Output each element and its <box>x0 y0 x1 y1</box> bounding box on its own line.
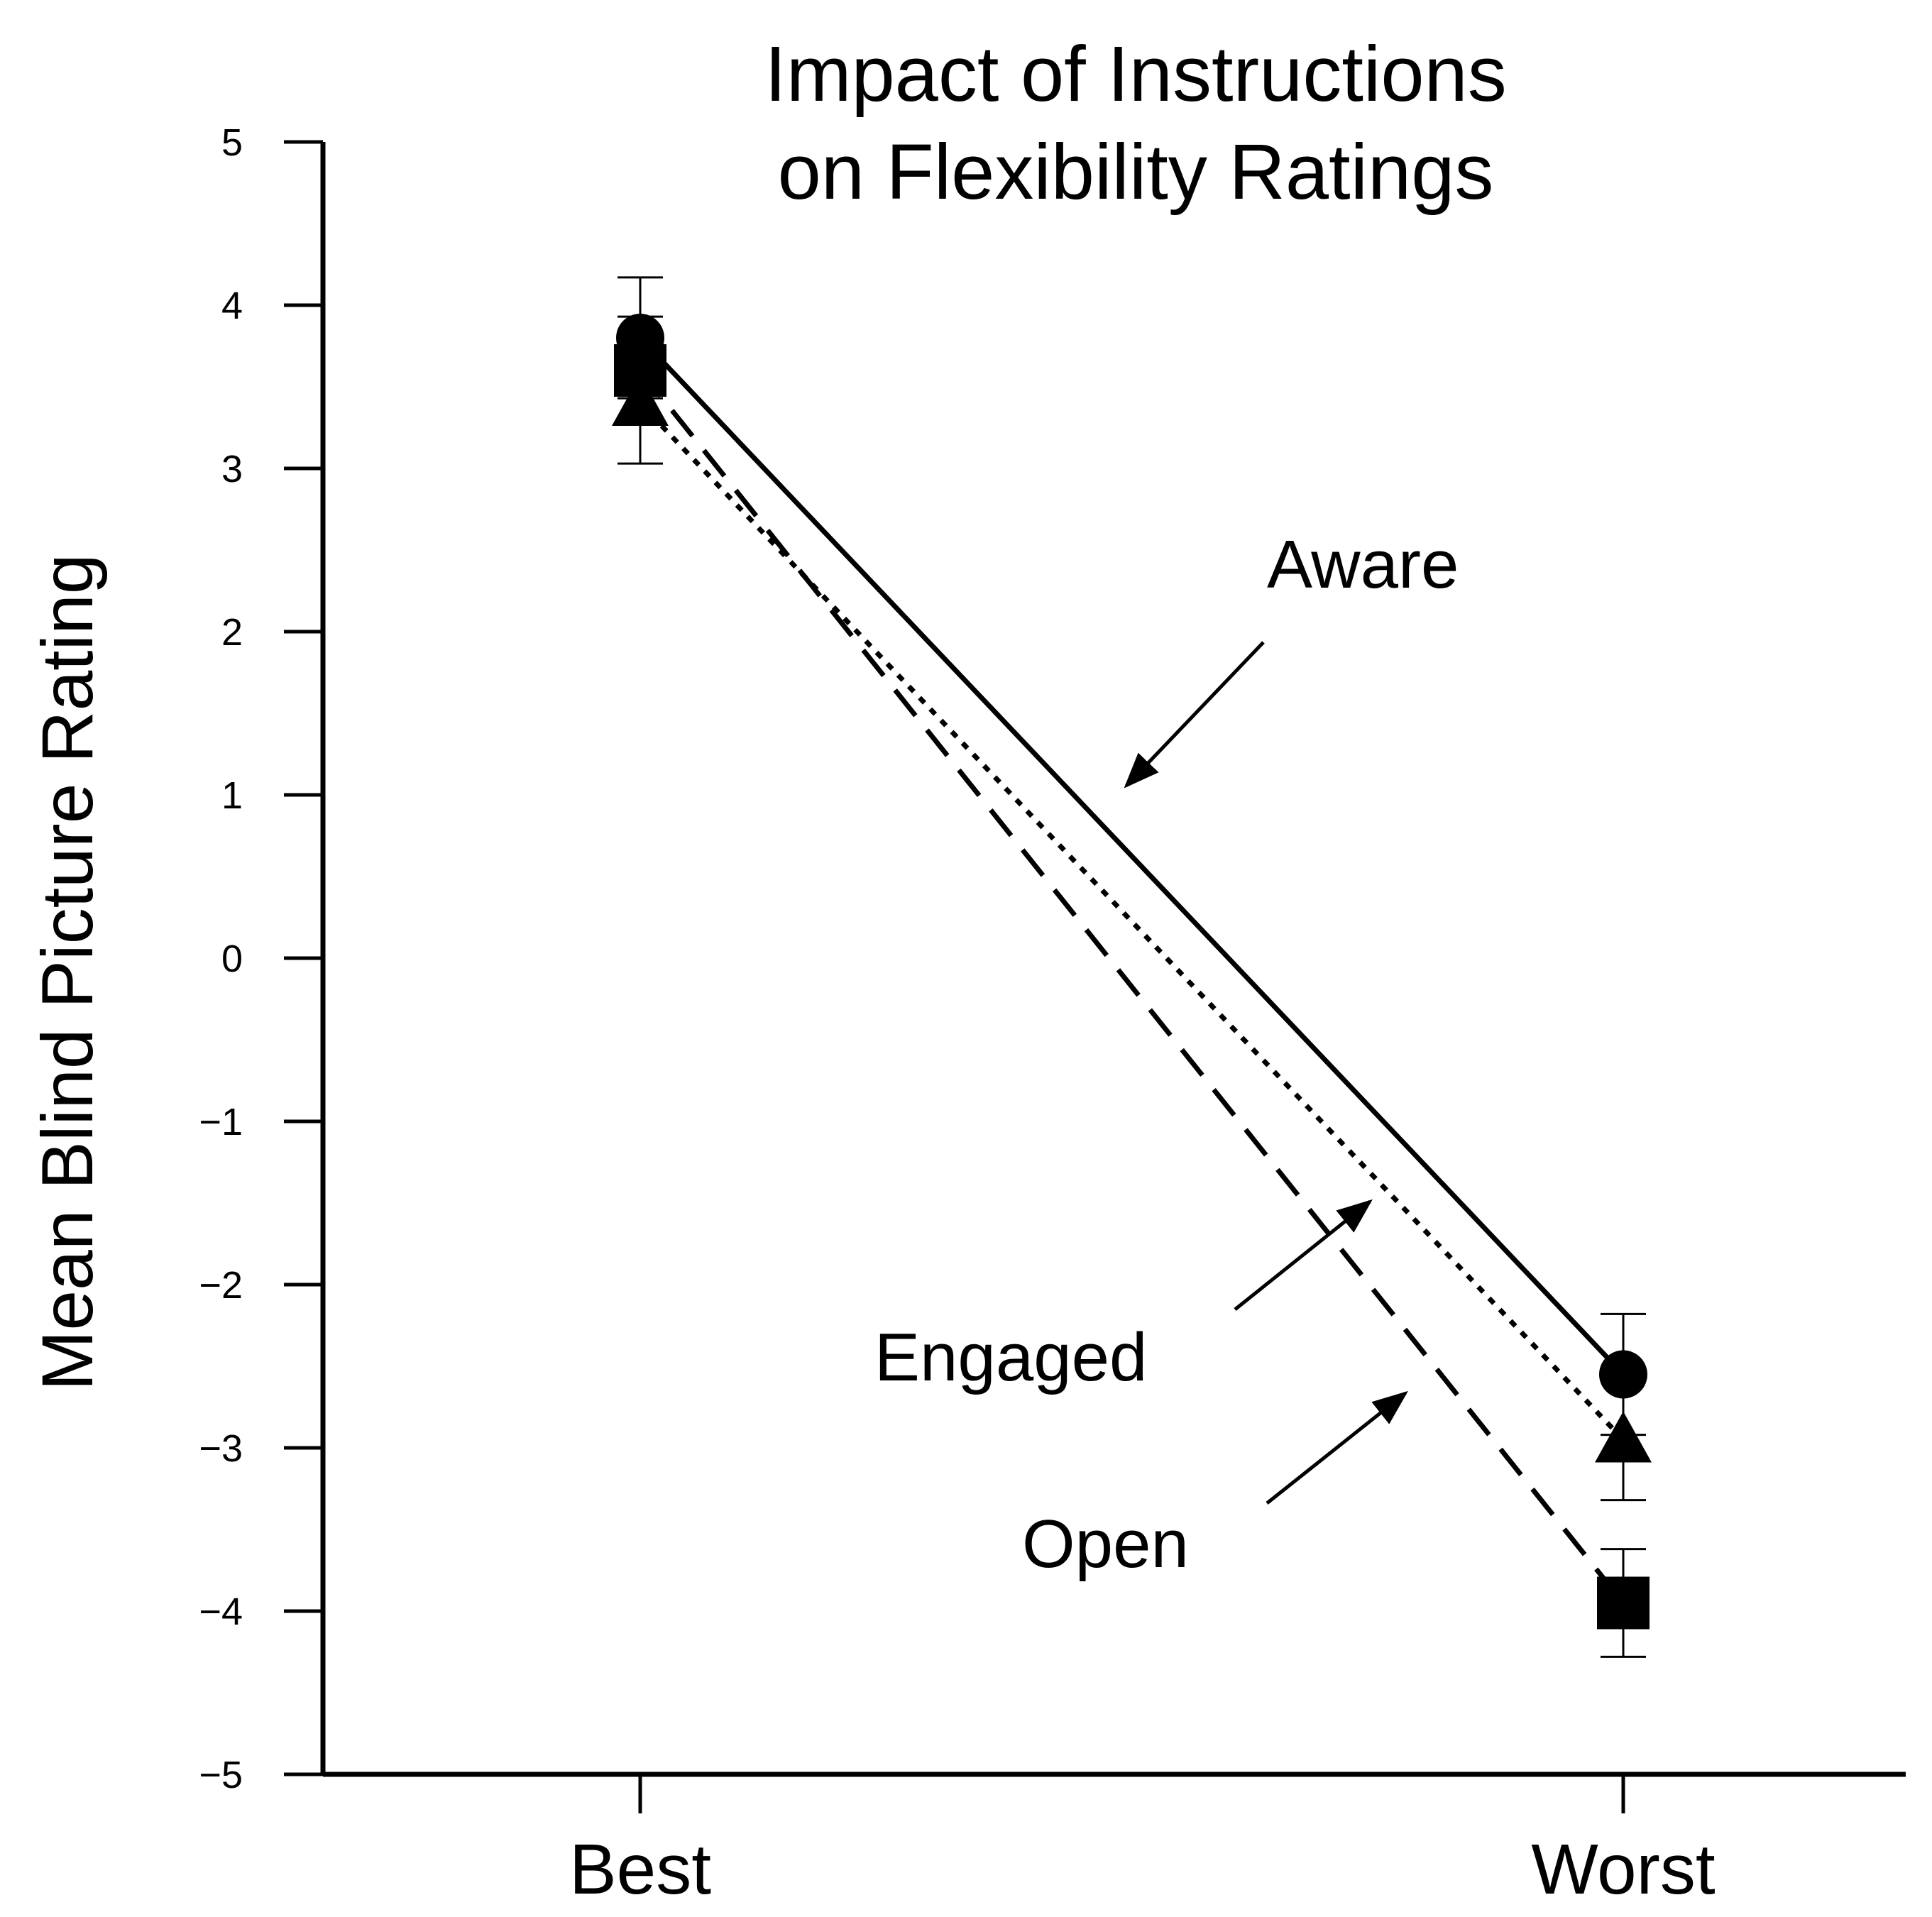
chart-title-line-1: Impact of Instructions <box>764 31 1506 118</box>
y-tick-label: −5 <box>199 1754 243 1796</box>
y-tick-label: −2 <box>199 1264 243 1307</box>
series-line-open <box>638 368 1625 1605</box>
y-tick-label: −3 <box>199 1427 243 1470</box>
y-tick-label: 5 <box>221 121 243 164</box>
y-tick-label: 0 <box>221 938 243 980</box>
y-tick-label: 2 <box>221 611 243 654</box>
y-axis-label: Mean Blind Picture Rating <box>27 554 108 1390</box>
series-line-engaged <box>638 401 1625 1441</box>
axes: 5 4 3 2 1 0 −1 −2 −3 −4 −5 Best Worst <box>199 121 1906 1909</box>
marker-open <box>614 344 666 397</box>
marker-engaged <box>612 375 669 426</box>
y-tick-label: 4 <box>221 285 243 327</box>
x-tick-label: Worst <box>1531 1830 1715 1909</box>
chart-title-line-2: on Flexibility Ratings <box>778 128 1494 216</box>
markers <box>612 314 1652 1630</box>
annotation-open-label: Open <box>1022 1506 1189 1582</box>
annotation-aware: Aware <box>1124 527 1459 789</box>
y-tick-label: −1 <box>199 1101 243 1143</box>
series-lines <box>638 336 1625 1605</box>
annotation-aware-arrow <box>1124 641 1265 789</box>
error-bars <box>618 276 1646 1658</box>
y-tick-label: 1 <box>221 774 243 817</box>
annotation-engaged-label: Engaged <box>874 1319 1147 1395</box>
series-line-aware <box>638 336 1625 1376</box>
y-tick-label: 3 <box>221 448 243 490</box>
marker-engaged <box>1595 1411 1652 1463</box>
marker-open <box>1597 1576 1650 1630</box>
x-tick-label: Best <box>569 1830 711 1909</box>
annotation-open-arrow <box>1266 1390 1408 1505</box>
annotation-engaged: Engaged <box>874 1199 1373 1395</box>
y-tick-label: −4 <box>199 1591 243 1633</box>
annotation-aware-label: Aware <box>1267 527 1459 603</box>
annotation-open: Open <box>1022 1390 1408 1582</box>
annotation-engaged-arrow <box>1234 1199 1373 1311</box>
marker-aware <box>1599 1350 1647 1399</box>
